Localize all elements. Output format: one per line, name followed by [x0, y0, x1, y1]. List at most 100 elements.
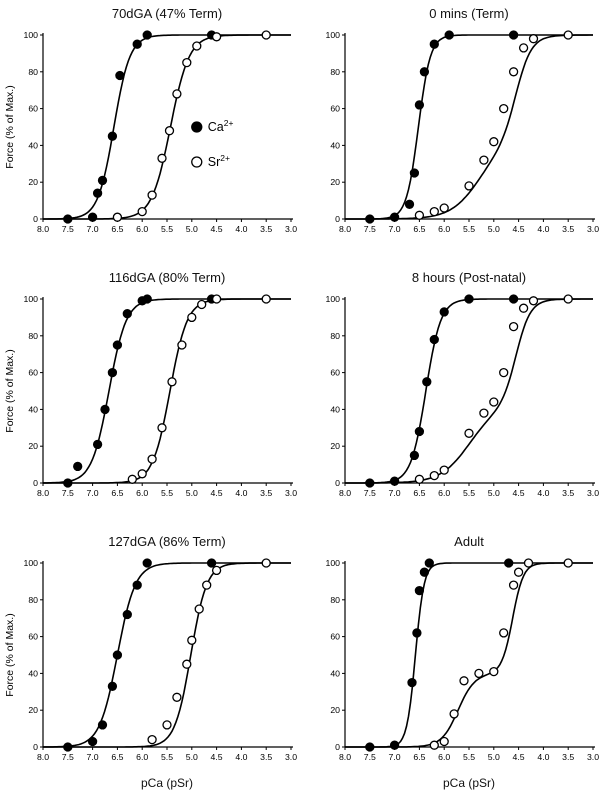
data-point — [499, 103, 509, 114]
y-tick-label: 0 — [33, 214, 38, 224]
filled-circle-icon — [191, 121, 203, 133]
x-tick-label: 5.0 — [186, 488, 198, 498]
y-axis-label: Force (% of Max.) — [4, 349, 16, 432]
data-point — [489, 666, 499, 677]
series-sr — [345, 30, 593, 220]
data-point — [449, 709, 459, 719]
data-point — [182, 659, 192, 669]
data-point — [479, 408, 489, 418]
x-tick-label: 3.5 — [562, 752, 574, 762]
y-tick-label: 40 — [28, 404, 38, 414]
data-point — [419, 67, 430, 77]
data-point — [92, 439, 103, 450]
data-point — [115, 70, 125, 81]
data-point — [187, 312, 197, 323]
data-point — [424, 558, 434, 568]
data-point — [97, 175, 108, 186]
x-tick-label: 3.5 — [562, 224, 574, 234]
data-point — [194, 604, 204, 614]
panel-title: 127dGA (86% Term) — [108, 534, 226, 549]
y-tick-label: 100 — [24, 30, 39, 40]
data-point — [504, 558, 514, 568]
data-point — [429, 470, 439, 481]
series-ca — [43, 294, 291, 488]
x-tick-label: 8.0 — [37, 488, 49, 498]
data-point — [429, 39, 439, 49]
x-tick-label: 8.0 — [339, 488, 351, 498]
data-point — [172, 692, 182, 702]
data-point — [518, 303, 529, 313]
open-circle-icon — [191, 156, 203, 168]
chart-panel: 127dGA (86% Term) 8.0 7.5 7.0 6.5 6.0 5.5 5.0 4… — [0, 532, 302, 792]
data-point — [389, 476, 400, 486]
x-tick-label: 6.5 — [413, 224, 425, 234]
data-point — [107, 367, 118, 378]
data-point — [479, 155, 489, 165]
data-point — [389, 740, 400, 750]
x-tick-label: 4.5 — [513, 488, 525, 498]
series-sr — [43, 30, 291, 222]
y-tick-label: 20 — [28, 441, 38, 451]
data-point — [127, 474, 137, 484]
x-tick-label: 7.5 — [364, 752, 376, 762]
chart-panel: Adult 8.0 7.5 7.0 6.5 6.0 5.5 5.0 4.5 4.0 3.5 3.0 0… — [302, 532, 604, 792]
x-tick-label: 5.5 — [161, 488, 173, 498]
data-point — [261, 294, 271, 304]
data-point — [414, 210, 425, 220]
x-tick-label: 6.0 — [136, 488, 148, 498]
data-point — [147, 454, 157, 464]
y-tick-label: 100 — [24, 558, 39, 568]
x-tick-label: 7.5 — [364, 224, 376, 234]
x-tick-label: 7.5 — [62, 752, 74, 762]
y-tick-label: 80 — [330, 595, 340, 605]
x-tick-label: 5.0 — [488, 752, 500, 762]
chart-svg: 8.0 7.5 7.0 6.5 6.0 5.5 5.0 4.5 4.0 3.5 3.0 0 20 40 60… — [4, 294, 297, 498]
x-tick-label: 6.5 — [111, 224, 123, 234]
chart-svg: 8.0 7.5 7.0 6.5 6.0 5.5 5.0 4.5 4.0 3.5 3.0 0 20 40 60… — [326, 558, 600, 762]
x-tick-label: 4.5 — [513, 752, 525, 762]
x-tick-label: 4.5 — [513, 224, 525, 234]
chart-svg: 8.0 7.5 7.0 6.5 6.0 5.5 5.0 4.5 4.0 3.5 3.0 0 20 40 60… — [4, 30, 297, 234]
data-point — [147, 190, 157, 200]
data-point — [429, 740, 439, 750]
data-point — [523, 558, 534, 568]
x-tick-label: 3.0 — [587, 224, 599, 234]
x-tick-label: 5.5 — [463, 752, 475, 762]
y-tick-label: 40 — [28, 668, 38, 678]
data-point — [518, 43, 529, 53]
x-tick-label: 3.0 — [285, 488, 297, 498]
data-point — [474, 668, 484, 679]
data-point — [137, 206, 147, 217]
x-tick-label: 5.5 — [161, 224, 173, 234]
x-tick-label: 7.0 — [87, 752, 99, 762]
y-tick-label: 20 — [330, 177, 340, 187]
data-point — [563, 294, 573, 304]
y-tick-label: 20 — [28, 177, 38, 187]
x-tick-label: 4.5 — [211, 488, 223, 498]
x-tick-label: 6.5 — [413, 488, 425, 498]
data-point — [508, 321, 519, 332]
x-tick-label: 8.0 — [339, 224, 351, 234]
data-point — [444, 30, 454, 40]
data-point — [429, 334, 439, 345]
data-point — [459, 676, 469, 686]
data-point — [132, 39, 142, 49]
data-point — [112, 650, 123, 660]
chart-panel: 0 mins (Term) 8.0 7.5 7.0 6.5 6.0 5.5 5.0 4.5 4.… — [302, 4, 604, 264]
fit-curve — [345, 562, 593, 748]
data-point — [182, 57, 192, 68]
data-point — [563, 558, 573, 568]
fit-curve — [345, 298, 593, 484]
y-tick-label: 100 — [326, 30, 341, 40]
x-tick-label: 3.5 — [260, 488, 272, 498]
data-point — [87, 212, 98, 222]
x-tick-label: 8.0 — [37, 224, 49, 234]
panel-title: Adult — [454, 534, 484, 549]
data-point — [137, 469, 147, 479]
data-point — [177, 340, 187, 350]
x-axis-label — [302, 512, 604, 528]
y-tick-label: 60 — [330, 104, 340, 114]
data-point — [508, 67, 519, 77]
y-tick-label: 80 — [330, 67, 340, 77]
data-point — [409, 450, 420, 461]
